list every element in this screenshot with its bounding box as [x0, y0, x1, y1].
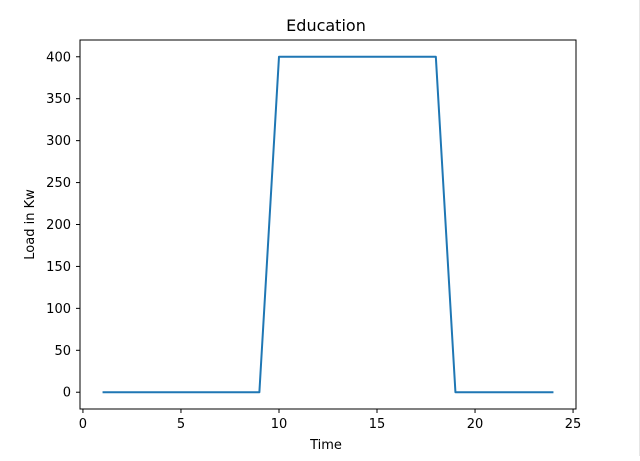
y-tick-label: 400 — [46, 50, 71, 65]
y-tick-label: 300 — [46, 134, 71, 149]
y-axis-ticks: 0 50 100 150 200 250 300 350 400 — [46, 50, 80, 401]
x-tick-label: 25 — [565, 417, 582, 432]
x-tick-label: 5 — [177, 417, 185, 432]
x-tick-label: 10 — [271, 417, 288, 432]
y-tick-label: 250 — [46, 176, 71, 191]
chart-title: Education — [286, 16, 366, 35]
x-tick-label: 0 — [79, 417, 87, 432]
y-tick-label: 100 — [46, 302, 71, 317]
x-axis-label: Time — [309, 438, 342, 453]
x-tick-label: 15 — [369, 417, 386, 432]
x-tick-label: 20 — [467, 417, 484, 432]
y-tick-label: 0 — [63, 386, 71, 401]
series-line-0 — [102, 55, 554, 394]
y-tick-label: 200 — [46, 218, 71, 233]
y-tick-label: 150 — [46, 260, 71, 275]
x-axis-ticks: 0 5 10 15 20 25 — [79, 409, 582, 432]
y-tick-label: 350 — [46, 92, 71, 107]
y-axis-label: Load in Kw — [23, 189, 38, 260]
series-layer — [102, 55, 554, 394]
plot-frame — [79, 39, 577, 410]
y-tick-label: 50 — [54, 344, 71, 359]
